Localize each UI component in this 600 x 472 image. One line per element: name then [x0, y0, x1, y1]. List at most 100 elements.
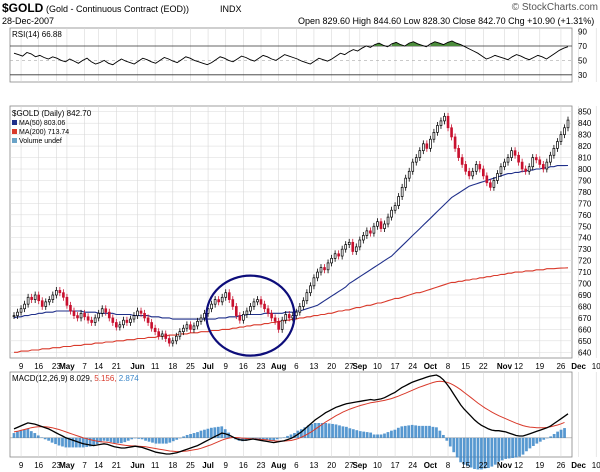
candle-body: [104, 308, 108, 313]
candle-body: [175, 335, 178, 342]
macd-histogram-bar: [310, 423, 314, 438]
x-tick-label: 22: [479, 461, 488, 470]
legend-entry: MA(50) 803.06: [19, 120, 65, 127]
candle-body: [263, 303, 266, 310]
macd-histogram-bar: [327, 423, 331, 438]
macd-histogram-bar: [133, 437, 137, 439]
macd-histogram-bar: [261, 437, 265, 440]
macd-histogram-bar: [88, 437, 92, 447]
candle-body: [153, 327, 157, 333]
x-tick-label: 10: [373, 362, 382, 371]
macd-histogram-bar: [293, 433, 296, 438]
macd-histogram-bar: [106, 437, 109, 442]
candle-body: [12, 315, 16, 317]
x-tick-label: 9: [19, 461, 24, 470]
candle-body: [390, 209, 393, 218]
candle-body: [326, 262, 330, 271]
macd-histogram-bar: [351, 429, 355, 438]
candle-body: [213, 299, 217, 305]
candle-body: [118, 324, 122, 328]
candle-body: [312, 277, 316, 287]
x-tick-label: 24: [408, 362, 417, 371]
candle-body: [446, 115, 450, 129]
x-tick-label: Jul: [202, 362, 214, 371]
macd-histogram-bar: [178, 437, 182, 439]
macd-histogram-bar: [452, 437, 456, 453]
price-tick-label: 670: [578, 314, 592, 323]
macd-histogram-bar: [365, 432, 369, 438]
candle-body: [23, 303, 26, 310]
x-tick-label: 9: [223, 461, 228, 470]
macd-histogram-bar: [123, 437, 127, 443]
candle-body: [129, 318, 132, 323]
macd-histogram-bar: [372, 434, 376, 438]
candle-body: [171, 340, 175, 344]
macd-histogram-bar: [542, 437, 546, 440]
macd-histogram-bar: [203, 429, 206, 438]
x-tick-label: Nov: [497, 461, 513, 470]
candle-body: [337, 253, 340, 257]
rsi-overbought-fill: [391, 41, 422, 46]
chart-symbol: $GOLD: [2, 1, 44, 15]
x-tick-label: 17: [391, 362, 400, 371]
macd-histogram-bar: [403, 425, 407, 438]
macd-histogram-bar: [109, 437, 113, 443]
candle-body: [496, 173, 499, 181]
macd-histogram-bar: [220, 426, 224, 438]
macd-histogram-bar: [421, 425, 424, 438]
candle-body: [411, 161, 415, 172]
candle-body: [425, 143, 429, 149]
candle-body: [559, 134, 563, 142]
candle-body: [344, 244, 348, 250]
candle-body: [58, 290, 62, 294]
candle-body: [231, 299, 235, 307]
candle-body: [309, 285, 312, 294]
candle-body: [545, 161, 549, 170]
x-tick-label: 23: [257, 461, 266, 470]
candle-body: [234, 306, 238, 316]
macd-histogram-bar: [521, 437, 525, 455]
candle-body: [531, 157, 535, 168]
macd-histogram-bar: [331, 423, 334, 438]
macd-histogram-bar: [445, 437, 449, 441]
x-tick-label: 22: [479, 362, 488, 371]
candle-body: [284, 314, 288, 321]
candle-body: [319, 267, 323, 273]
candle-body: [432, 131, 436, 140]
macd-histogram-bar: [57, 437, 61, 446]
macd-histogram-bar: [126, 437, 130, 441]
rsi-tick-label: 50: [578, 56, 587, 65]
candle-body: [252, 301, 256, 307]
rsi-panel: 90 70 50 30 RSI(14) 66.88: [9, 28, 597, 83]
macd-histogram-bar: [140, 437, 144, 440]
macd-histogram-bar: [459, 437, 463, 463]
macd-histogram-bar: [303, 427, 307, 438]
candle-body: [563, 127, 566, 135]
candle-body: [397, 196, 400, 207]
macd-histogram-bar: [175, 437, 179, 440]
x-tick-label: May: [59, 362, 75, 371]
price-tick-label: 700: [578, 280, 592, 289]
candle-body: [386, 216, 390, 225]
candle-body: [524, 168, 527, 172]
x-tick-label: Dec: [571, 461, 586, 470]
price-tick-label: 710: [578, 268, 592, 277]
macd-histogram-bar: [16, 431, 19, 438]
candle-body: [538, 159, 542, 165]
candle-body: [111, 317, 115, 323]
x-tick-label: 12: [514, 461, 523, 470]
candle-body: [316, 271, 319, 279]
candle-body: [362, 235, 365, 241]
macd-histogram-bar: [192, 433, 196, 438]
macd-histogram-bar: [33, 433, 37, 438]
candle-body: [62, 292, 65, 298]
x-tick-label: 8: [446, 461, 451, 470]
macd-histogram-bar: [258, 437, 262, 440]
price-tick-label: 750: [578, 222, 592, 231]
macd-histogram-bar: [448, 437, 452, 447]
macd-histogram-bar: [19, 430, 23, 438]
candle-body: [280, 319, 284, 330]
price-tick-label: 770: [578, 199, 592, 208]
macd-histogram-bar: [313, 423, 317, 438]
candle-body: [407, 170, 411, 179]
